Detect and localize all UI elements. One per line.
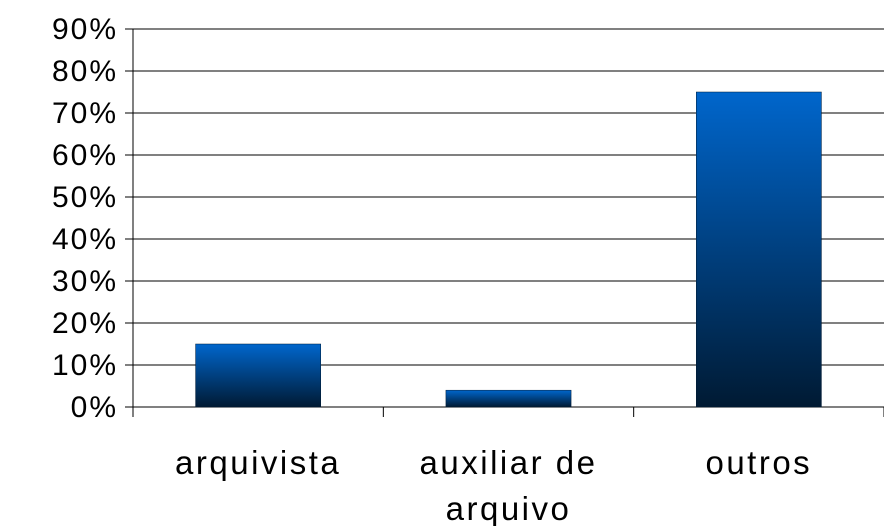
y-tick-label: 0% xyxy=(71,391,118,424)
y-tick-label: 90% xyxy=(52,13,118,46)
bar xyxy=(696,91,822,408)
bar xyxy=(195,343,321,408)
y-tick-label: 80% xyxy=(52,55,118,88)
y-tick-label: 30% xyxy=(52,265,118,298)
y-tick-label: 60% xyxy=(52,139,118,172)
y-tick-label: 20% xyxy=(52,307,118,340)
x-tick-label: arquivista xyxy=(175,444,342,481)
y-tick-label: 40% xyxy=(52,223,118,256)
x-tick-label: outros xyxy=(705,444,813,481)
y-tick-label: 70% xyxy=(52,97,118,130)
y-tick-label: 10% xyxy=(52,349,118,382)
bar xyxy=(445,389,572,408)
x-tick-label: auxiliar de arquivo xyxy=(419,444,598,526)
y-tick-label: 50% xyxy=(52,181,118,214)
